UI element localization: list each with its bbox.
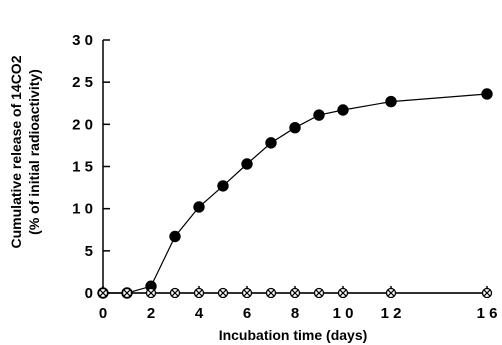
y-tick-label: 1 5 — [72, 159, 93, 176]
y-tick-label: 2 0 — [72, 116, 93, 133]
data-point — [265, 287, 277, 299]
data-point — [481, 88, 493, 100]
x-tick-label: 1 0 — [333, 305, 354, 322]
y-tick-label: 0 — [85, 285, 93, 302]
marker-cross — [147, 289, 155, 297]
y-axis-label-line-1: Cumulative release of 14CO2 — [8, 55, 24, 248]
data-point — [313, 109, 325, 121]
data-point — [121, 287, 133, 299]
y-tick-label: 5 — [85, 243, 93, 260]
marker-cross — [339, 289, 347, 297]
x-tick-label: 6 — [243, 305, 251, 322]
x-tick-label: 1 2 — [381, 305, 402, 322]
data-point — [169, 230, 181, 243]
data-point — [217, 287, 229, 299]
data-point — [385, 287, 397, 299]
data-point — [337, 287, 349, 299]
data-point — [289, 122, 301, 134]
marker-cross — [267, 289, 275, 297]
data-point — [97, 287, 109, 299]
x-tick-label: 8 — [291, 305, 299, 322]
marker-cross — [219, 289, 227, 297]
data-point — [385, 95, 397, 108]
y-tick-label: 2 5 — [72, 74, 93, 91]
data-point — [169, 287, 181, 299]
y-axis-label-line-2: (% of initial radioactivity) — [26, 69, 42, 235]
data-point — [481, 287, 493, 299]
marker-cross — [171, 289, 179, 297]
x-tick-label: 0 — [99, 305, 107, 322]
data-point — [193, 287, 205, 299]
axes: 0 5 1 0 1 5 2 0 2 5 3 0 0 2 4 6 8 1 0 1 2 1 6 — [72, 32, 497, 322]
y-tick-label: 3 0 — [72, 32, 93, 49]
series-2 — [97, 287, 493, 299]
marker-cross — [123, 289, 131, 297]
x-tick-label: 4 — [195, 305, 204, 322]
data-point — [145, 287, 157, 299]
marker-cross — [483, 289, 491, 297]
data-point — [241, 287, 253, 299]
axis-labels: Incubation time (days) Cumulative releas… — [8, 55, 367, 343]
marker-cross — [291, 289, 299, 297]
series-layer — [97, 88, 493, 299]
series-1 — [97, 88, 493, 299]
x-tick-label: 2 — [147, 305, 155, 322]
data-point — [265, 137, 277, 149]
data-point — [193, 201, 205, 213]
data-point — [337, 104, 349, 116]
marker-cross — [243, 289, 251, 297]
y-tick-label: 1 0 — [72, 201, 93, 218]
x-tick-label: 1 6 — [477, 305, 498, 322]
data-point — [289, 287, 301, 299]
data-point — [241, 158, 253, 170]
marker-cross — [315, 289, 323, 297]
marker-cross — [387, 289, 395, 297]
marker-cross — [99, 289, 107, 297]
x-axis-label: Incubation time (days) — [219, 327, 368, 343]
data-point — [217, 180, 229, 192]
data-point — [313, 287, 325, 299]
marker-cross — [195, 289, 203, 297]
